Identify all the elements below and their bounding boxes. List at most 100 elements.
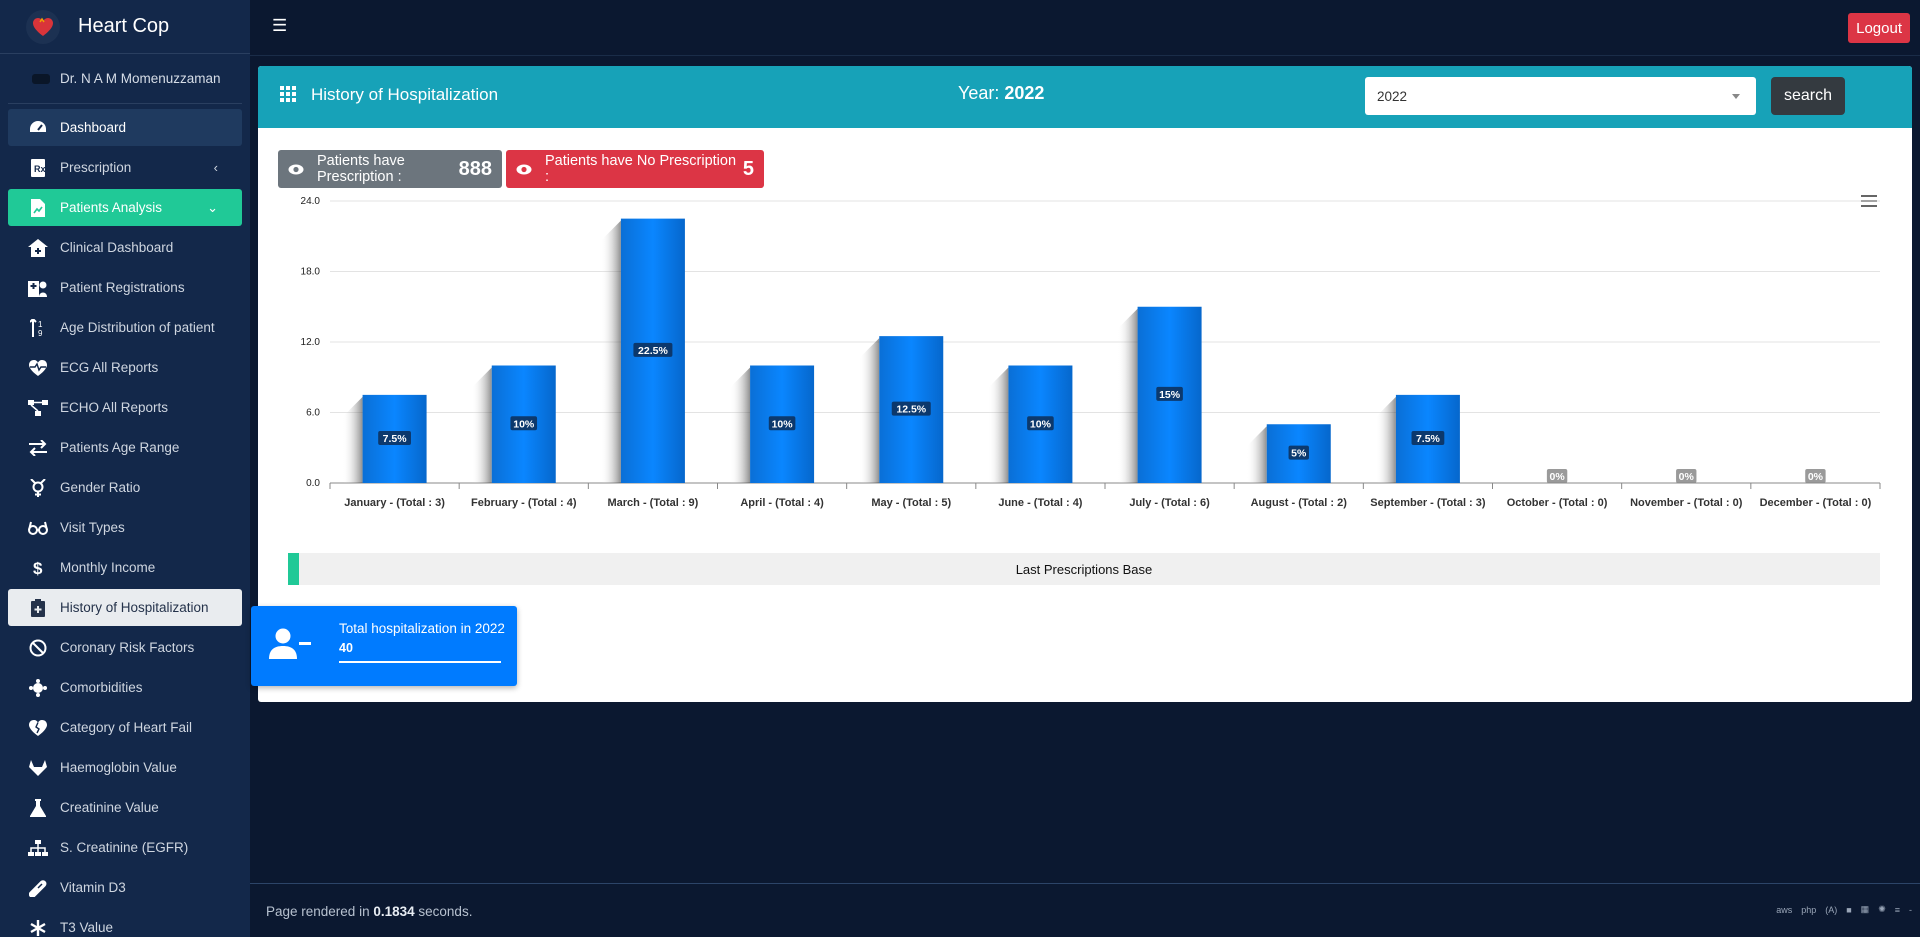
data-label-box: [1411, 430, 1445, 445]
sidebar-item-label: Patients Analysis: [60, 200, 163, 215]
exchange-icon: [28, 438, 48, 458]
sidebar-item-coronary-risk-factors[interactable]: Coronary Risk Factors: [8, 629, 242, 666]
sidebar-item-prescription[interactable]: Rx Prescription ‹: [8, 149, 242, 186]
render-prefix: Page rendered in: [266, 904, 370, 919]
x-category-label: March - (Total : 9): [607, 497, 698, 509]
data-label: 0%: [1808, 471, 1824, 483]
sidebar-item-clinical-dashboard[interactable]: Clinical Dashboard: [8, 229, 242, 266]
bar-shadow: [730, 367, 751, 483]
data-label: 7.5%: [383, 433, 408, 445]
no-prescription-badge[interactable]: Patients have No Prescription : 5: [506, 150, 764, 188]
prescription-icon: Rx: [28, 158, 48, 178]
sidebar-item-label: ECG All Reports: [60, 360, 159, 375]
user-minus-icon: [269, 628, 313, 665]
dash-icon: -: [1909, 904, 1912, 915]
sidebar-item-patients-age-range[interactable]: Patients Age Range: [8, 429, 242, 466]
data-label-box: [1676, 469, 1697, 483]
data-label: 10%: [1030, 418, 1052, 430]
year-select[interactable]: 2022: [1365, 77, 1756, 115]
sidebar-item-label: Dashboard: [60, 120, 127, 135]
card-title: History of Hospitalization: [311, 85, 499, 104]
sidebar-nav: Dashboard Rx Prescription ‹ Patients Analysi…: [0, 104, 250, 937]
bar-shadow: [600, 220, 621, 483]
sidebar-item-haemoglobin-value[interactable]: Haemoglobin Value: [8, 749, 242, 786]
sidebar-item-gender-ratio[interactable]: Gender Ratio: [8, 469, 242, 506]
bar-shadow: [471, 367, 492, 483]
data-label-box: [1027, 416, 1054, 431]
sidebar-item-label: Vitamin D3: [60, 880, 126, 895]
sidebar-item-label: Patients Age Range: [60, 440, 180, 455]
page-footer: Page rendered in 0.1834 seconds. aws php…: [250, 883, 1920, 937]
clipboard-medical-icon: [28, 598, 48, 618]
x-category-label: August - (Total : 2): [1251, 497, 1348, 509]
eye-icon: [288, 164, 304, 175]
sidebar-item-s-creatinine-egfr[interactable]: S. Creatinine (EGFR): [8, 829, 242, 866]
total-hospitalization-box: Total hospitalization in 2022 40: [251, 606, 517, 686]
x-category-label: December - (Total : 0): [1760, 497, 1872, 509]
sidebar-item-echo-all-reports[interactable]: ECHO All Reports: [8, 389, 242, 426]
database-icon: ≡: [1894, 904, 1900, 915]
y-tick-label: 0.0: [306, 478, 320, 489]
x-category-label: May - (Total : 5): [871, 497, 951, 509]
data-label: 7.5%: [1416, 433, 1441, 445]
sidebar-item-label: Coronary Risk Factors: [60, 640, 195, 655]
data-label-box: [1156, 386, 1183, 401]
sidebar-item-label: Creatinine Value: [60, 800, 159, 815]
render-time-text: Page rendered in 0.1834 seconds.: [266, 904, 472, 919]
b-icon: ■: [1846, 904, 1852, 915]
footer-accent: [288, 553, 299, 585]
sidebar-item-label: Comorbidities: [60, 680, 143, 695]
heart-broken-icon: [28, 718, 48, 738]
data-label: 12.5%: [896, 404, 926, 416]
gitlab-icon: [28, 758, 48, 778]
sidebar-item-label: S. Creatinine (EGFR): [60, 840, 189, 855]
hospital-user-icon: [28, 278, 48, 298]
clinic-house-icon: [28, 238, 48, 258]
grid-icon: [280, 86, 296, 107]
with-prescription-label: Patients have Prescription :: [317, 153, 405, 185]
hamburger-icon[interactable]: ☰: [272, 16, 288, 35]
brand[interactable]: Heart Cop: [0, 0, 250, 54]
data-label-box: [1546, 469, 1568, 483]
sidebar-item-ecg-all-reports[interactable]: ECG All Reports: [8, 349, 242, 386]
sidebar-item-patients-analysis[interactable]: Patients Analysis ⌄: [8, 189, 242, 226]
sidebar-item-visit-types[interactable]: Visit Types: [8, 509, 242, 546]
x-category-label: October - (Total : 0): [1507, 497, 1608, 509]
sidebar-item-label: Clinical Dashboard: [60, 240, 174, 255]
sidebar-item-label: ECHO All Reports: [60, 400, 169, 415]
sidebar-item-label: Patient Registrations: [60, 280, 185, 295]
user-panel[interactable]: Dr. N A M Momenuzzaman: [8, 54, 242, 104]
app-title: Heart Cop: [78, 15, 170, 37]
sidebar-item-monthly-income[interactable]: $ Monthly Income: [8, 549, 242, 586]
data-label: 0%: [1679, 471, 1695, 483]
sidebar-item-age-distribution-of-patient[interactable]: 1 9 Age Distribution of patient: [8, 309, 242, 346]
sidebar-item-dashboard[interactable]: Dashboard: [8, 109, 242, 146]
sidebar-item-history-of-hospitalization[interactable]: History of Hospitalization: [8, 589, 242, 626]
sidebar-item-comorbidities[interactable]: Comorbidities: [8, 669, 242, 706]
sidebar-item-vitamin-d3[interactable]: Vitamin D3: [8, 869, 242, 906]
sidebar-item-category-of-heart-fail[interactable]: Category of Heart Fail: [8, 709, 242, 746]
total-label: Total hospitalization in 2022: [339, 621, 505, 636]
search-button[interactable]: search: [1771, 77, 1845, 115]
data-label: 22.5%: [638, 345, 668, 357]
sidebar-item-label: Monthly Income: [60, 560, 156, 575]
flask-icon: [28, 798, 48, 818]
chart-footer-label: Last Prescriptions Base: [1015, 562, 1153, 577]
x-category-label: April - (Total : 4): [740, 497, 824, 509]
sidebar-item-label: History of Hospitalization: [60, 600, 209, 615]
prescription-badges: Patients have Prescription : 888 Patient…: [278, 150, 768, 188]
with-prescription-badge[interactable]: Patients have Prescription : 888: [278, 150, 502, 188]
logout-button[interactable]: Logout: [1848, 13, 1910, 43]
image-icon: ▦: [1860, 904, 1870, 914]
sidebar-item-creatinine-value[interactable]: Creatinine Value: [8, 789, 242, 826]
chart-footer-bar: Last Prescriptions Base: [288, 553, 1880, 585]
sidebar-item-label: Haemoglobin Value: [60, 760, 177, 775]
no-prescription-count: 5: [742, 157, 754, 180]
react-icon: ✺: [1878, 904, 1886, 914]
data-label-box: [891, 401, 931, 416]
sidebar-item-t3-value[interactable]: T3 Value: [8, 909, 242, 937]
tech-icons: aws php (A) ■ ▦ ✺ ≡ -: [1767, 904, 1912, 915]
data-label: 10%: [772, 418, 794, 430]
sidebar-item-patient-registrations[interactable]: Patient Registrations: [8, 269, 242, 306]
